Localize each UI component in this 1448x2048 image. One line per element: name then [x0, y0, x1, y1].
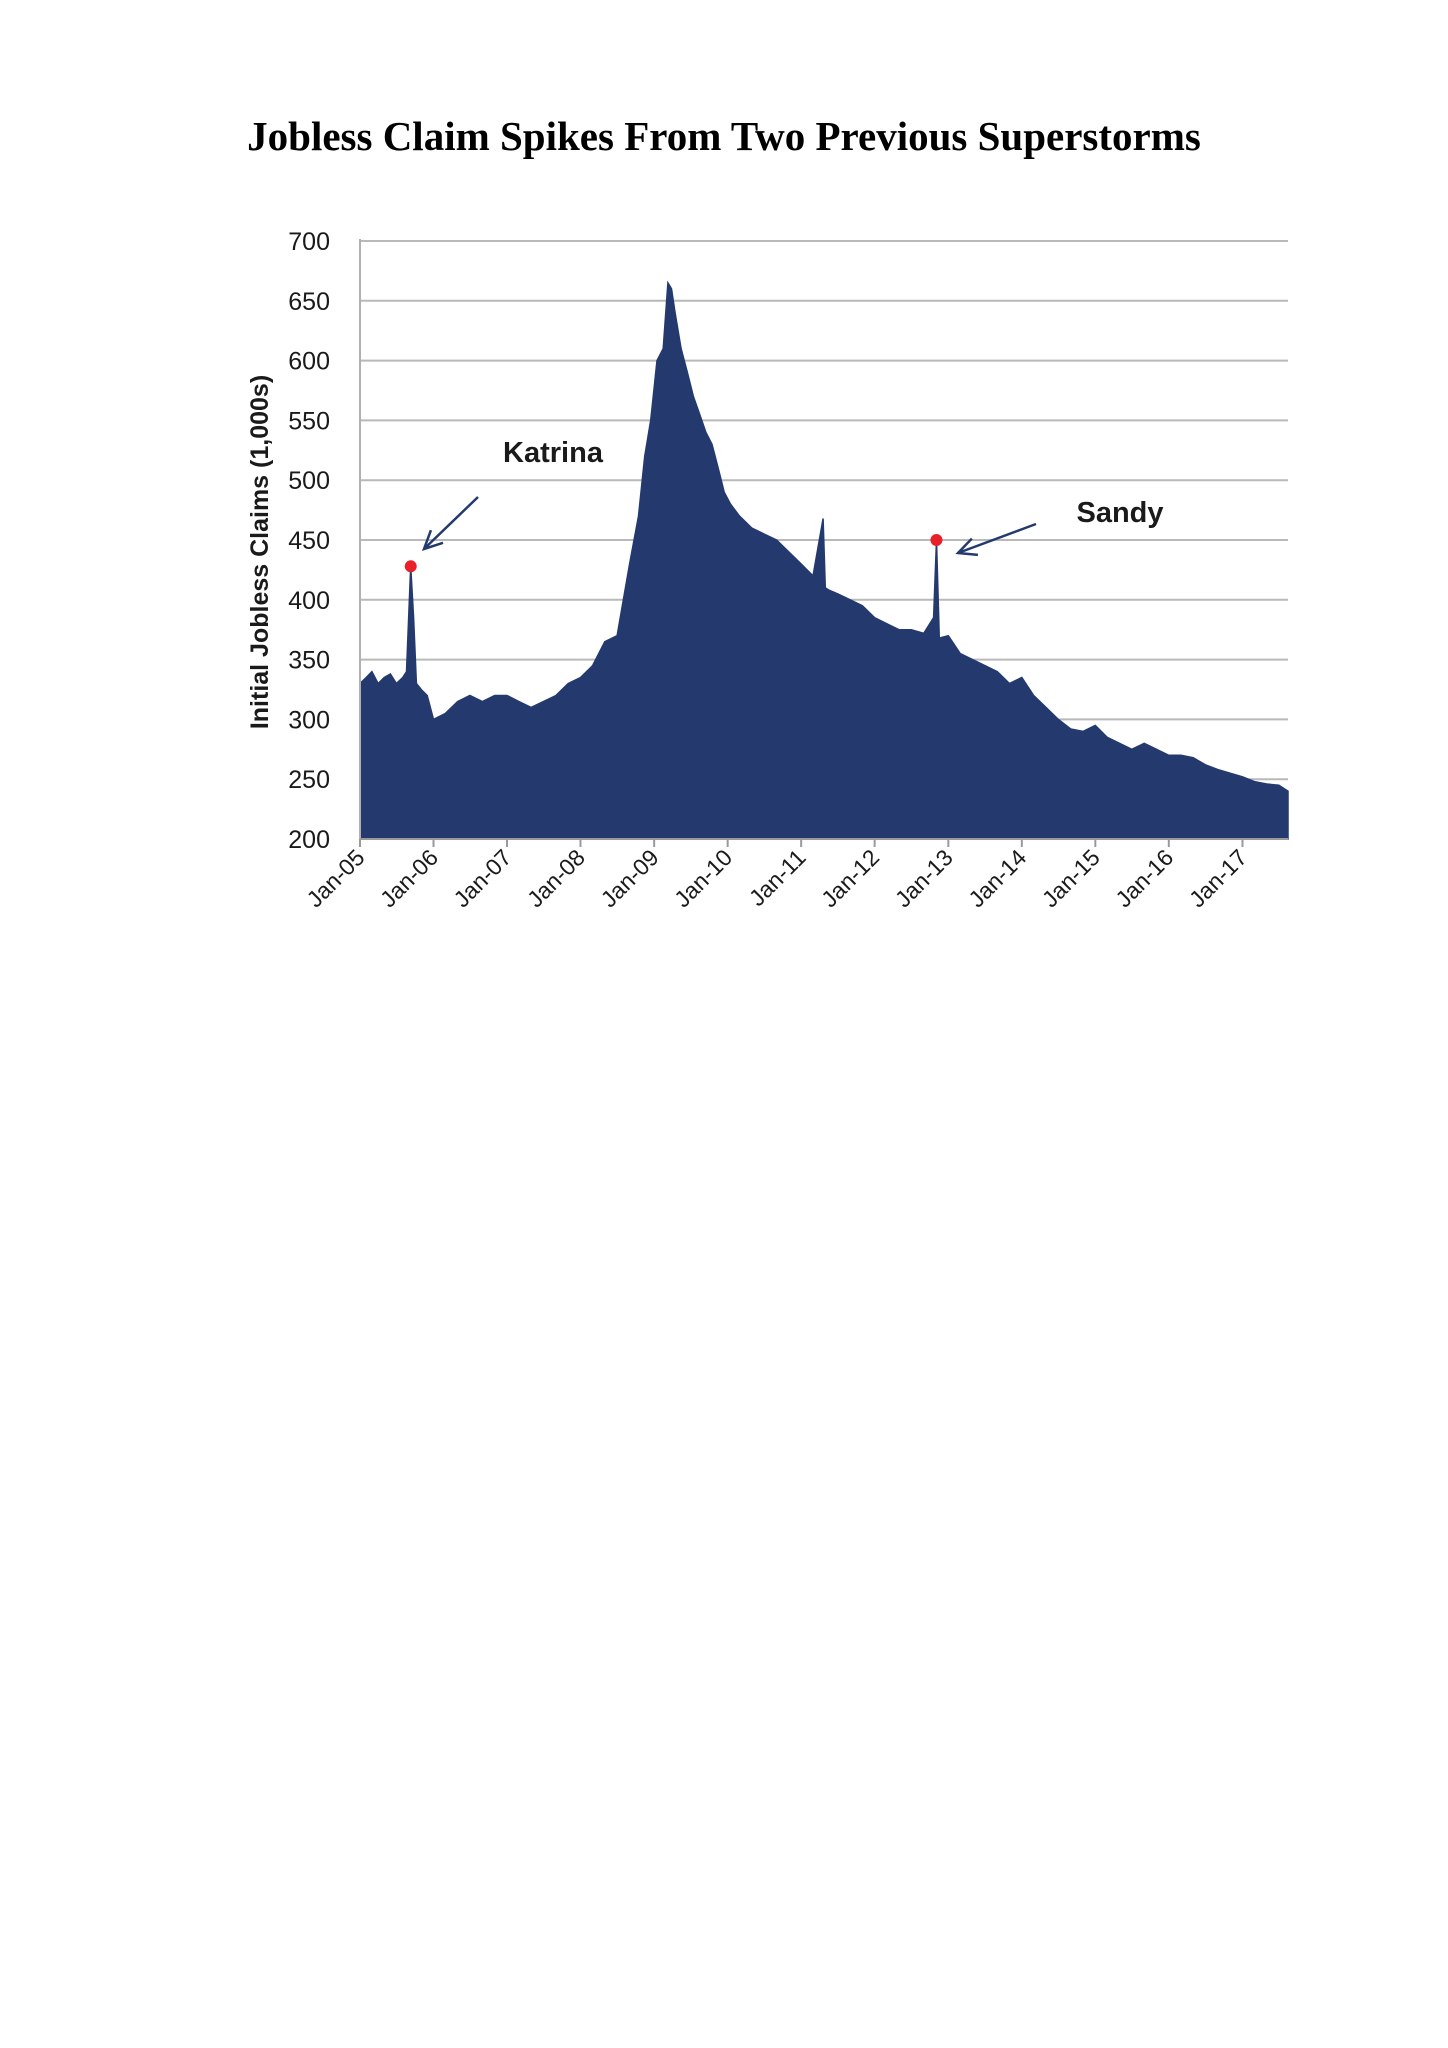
- y-tick-label: 400: [288, 587, 330, 615]
- x-tick-label: Jan-10: [669, 844, 737, 912]
- x-tick-label: Jan-17: [1184, 844, 1252, 912]
- x-tick-label: Jan-16: [1110, 844, 1178, 912]
- annotation-label: Katrina: [503, 437, 604, 469]
- x-tick-label: Jan-06: [375, 844, 443, 912]
- y-tick-label: 650: [288, 288, 330, 316]
- y-tick-label: 550: [288, 407, 330, 435]
- spike-marker: [930, 534, 943, 546]
- x-tick-label: Jan-08: [522, 844, 590, 912]
- x-tick-label: Jan-13: [890, 844, 958, 912]
- y-tick-label: 700: [288, 228, 330, 256]
- arrow-head: [955, 537, 979, 557]
- y-tick-labels: 200 250 300 350 400 450 500 550 600 650 700: [288, 228, 330, 854]
- annotations: Katrina Sandy: [404, 437, 1164, 573]
- jobless-claims-chart: 200 250 300 350 400 450 500 550 600 650 700 Jan-05…: [246, 228, 1289, 912]
- page-title: Jobless Claim Spikes From Two Previous S…: [247, 113, 1201, 159]
- x-tick-label: Jan-05: [301, 844, 369, 912]
- x-tick-label: Jan-11: [744, 844, 811, 911]
- spike-marker: [404, 560, 417, 573]
- arrow-head: [421, 529, 444, 551]
- y-tick-label: 200: [288, 826, 330, 854]
- y-tick-label: 500: [288, 467, 330, 495]
- x-tick-label: Jan-12: [816, 844, 884, 912]
- x-tick-label: Jan-07: [448, 844, 516, 912]
- y-tick-label: 350: [288, 647, 330, 675]
- y-tick-label: 600: [288, 348, 330, 376]
- annotation-label: Sandy: [1076, 497, 1163, 529]
- x-tick-labels: Jan-05 Jan-06 Jan-07 Jan-08 Jan-09 Jan-10 Jan-…: [301, 839, 1252, 912]
- claims-area-path: [359, 280, 1289, 840]
- claims-area-series: [359, 280, 1289, 840]
- x-tick-label: Jan-14: [963, 844, 1031, 912]
- x-tick-label: Jan-15: [1037, 844, 1105, 912]
- y-axis-label: Initial Jobless Claims (1,000s): [246, 375, 274, 729]
- y-tick-label: 250: [288, 766, 330, 794]
- axes: [359, 239, 1288, 840]
- annotation-arrow: [423, 496, 479, 550]
- x-tick-label: Jan-09: [596, 844, 664, 912]
- y-tick-label: 450: [288, 527, 330, 555]
- y-tick-label: 300: [288, 706, 330, 734]
- annotation-arrow: [957, 522, 1037, 555]
